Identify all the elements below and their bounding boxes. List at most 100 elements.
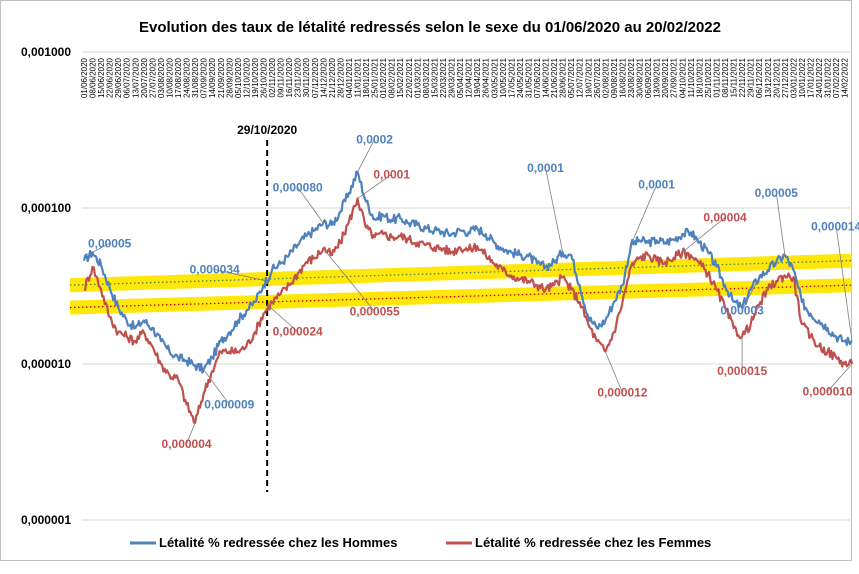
- x-tick-label: 11/10/2021: [687, 57, 696, 97]
- x-tick-label: 02/11/2020: [268, 57, 277, 97]
- x-tick-label: 26/07/2021: [593, 57, 602, 98]
- x-tick-label: 15/06/2020: [97, 57, 106, 98]
- x-tick-label: 12/07/2021: [576, 57, 585, 98]
- x-tick-label: 20/12/2021: [772, 57, 781, 98]
- annotation-leader: [323, 248, 375, 312]
- x-tick-label: 07/02/2022: [832, 57, 841, 98]
- chart-title: Evolution des taux de létalité redressés…: [139, 19, 721, 36]
- x-tick-label: 03/08/2020: [157, 57, 166, 98]
- x-tick-label: 06/09/2021: [644, 57, 653, 98]
- x-tick-label: 17/05/2021: [507, 57, 516, 98]
- x-tick-label: 13/07/2020: [131, 57, 140, 98]
- x-tick-label: 24/01/2022: [815, 57, 824, 98]
- x-tick-label: 18/10/2021: [695, 57, 704, 98]
- x-tick-label: 19/10/2020: [251, 57, 260, 98]
- x-tick-label: 05/07/2021: [567, 57, 576, 98]
- annotation-label: 0,00005: [88, 236, 132, 250]
- x-tick-label: 15/02/2021: [396, 57, 405, 98]
- series-line-hommes: [82, 170, 853, 374]
- annotation-leader: [682, 217, 726, 253]
- annotation-leader: [775, 192, 786, 256]
- x-tick-label: 31/05/2021: [524, 57, 533, 98]
- y-axis: 0,001000 0,000100 0,000010 0,000001: [21, 45, 71, 527]
- trend-bands: [69, 253, 853, 315]
- annotation-label: 0,000014: [811, 219, 859, 233]
- x-tick-label: 10/08/2020: [165, 57, 174, 98]
- annotation-leader: [630, 184, 658, 246]
- x-tick-label: 13/09/2021: [653, 57, 662, 98]
- annotation-leader: [214, 269, 268, 282]
- x-tick-label: 07/12/2020: [311, 57, 320, 98]
- trend-band: [69, 253, 853, 293]
- annotation-label: 0,000034: [190, 263, 240, 277]
- x-tick-label: 24/08/2020: [183, 57, 192, 98]
- series-lines: [82, 170, 854, 424]
- x-tick-label: 10/05/2021: [499, 57, 508, 98]
- x-tick-label: 13/12/2021: [764, 57, 773, 98]
- x-tick-label: 12/04/2021: [465, 57, 474, 98]
- annotation-label: 0,000004: [162, 437, 212, 451]
- annotation-leader: [545, 167, 564, 253]
- y-tick-label: 0,001000: [21, 45, 71, 59]
- x-tick-label: 30/11/2020: [302, 57, 311, 97]
- x-tick-label: 30/08/2021: [636, 57, 645, 98]
- x-tick-label: 01/06/2020: [80, 57, 89, 98]
- x-axis: 01/06/2020 08/06/2020 15/06/2020 22/06/2020…: [80, 57, 850, 98]
- y-tick-label: 0,000001: [21, 513, 71, 527]
- x-tick-label: 04/01/2021: [345, 57, 354, 98]
- annotations: 0,00005 0,000034 0,000080 0,0002 0,0001 0,000…: [88, 132, 859, 451]
- x-tick-label: 01/03/2021: [413, 57, 422, 98]
- annotation-label: 0,000055: [350, 304, 400, 318]
- x-tick-label: 21/09/2020: [217, 57, 226, 98]
- x-tick-label: 25/01/2021: [371, 57, 380, 98]
- x-tick-label: 14/09/2020: [208, 57, 217, 98]
- x-tick-label: 29/11/2021: [747, 57, 756, 97]
- x-tick-label: 31/08/2020: [191, 57, 200, 98]
- series-line-femmes: [83, 197, 854, 424]
- annotation-label: 0,000080: [273, 180, 323, 194]
- x-tick-label: 14/02/2022: [841, 57, 850, 98]
- annotation-leader: [92, 242, 110, 253]
- x-tick-label: 17/01/2022: [806, 57, 815, 98]
- x-tick-label: 27/09/2021: [670, 57, 679, 98]
- x-tick-label: 19/07/2021: [584, 57, 593, 98]
- annotation-label: 0,000010: [803, 384, 853, 398]
- x-tick-label: 14/06/2021: [542, 57, 551, 98]
- x-tick-label: 02/08/2021: [601, 57, 610, 98]
- legend-label-hommes: Létalité % redressée chez les Hommes: [159, 535, 397, 550]
- x-tick-label: 29/03/2021: [448, 57, 457, 98]
- annotation-leader: [203, 369, 230, 405]
- annotation-leader: [186, 422, 196, 445]
- x-tick-label: 10/01/2022: [798, 57, 807, 98]
- annotation-leader: [266, 304, 298, 332]
- x-tick-label: 23/08/2021: [627, 57, 636, 98]
- annotation-label: 0,00005: [755, 186, 799, 200]
- annotation-leader: [827, 363, 853, 392]
- x-tick-label: 28/09/2020: [225, 57, 234, 98]
- trend-band: [69, 278, 853, 315]
- x-tick-label: 16/11/2020: [285, 57, 294, 97]
- x-tick-label: 11/01/2021: [354, 57, 363, 97]
- x-tick-label: 19/04/2021: [473, 57, 482, 98]
- legend-label-femmes: Létalité % redressée chez les Femmes: [475, 535, 711, 550]
- annotation-leader: [357, 173, 392, 199]
- annotation-label: 0,000015: [717, 364, 767, 378]
- x-tick-label: 16/08/2021: [618, 57, 627, 98]
- x-tick-label: 03/05/2021: [490, 57, 499, 98]
- x-tick-label: 09/11/2020: [277, 57, 286, 97]
- x-tick-label: 04/10/2021: [678, 57, 687, 98]
- x-tick-label: 06/12/2021: [755, 57, 764, 98]
- x-tick-label: 21/12/2020: [328, 57, 337, 98]
- x-tick-label: 03/01/2022: [789, 57, 798, 98]
- x-tick-label: 22/02/2021: [405, 57, 414, 98]
- x-tick-label: 22/03/2021: [439, 57, 448, 98]
- annotation-leader: [741, 277, 760, 311]
- x-tick-label: 26/04/2021: [482, 57, 491, 98]
- annotation-leader: [835, 226, 853, 342]
- x-tick-label: 01/02/2021: [379, 57, 388, 98]
- date-marker: 29/10/2020: [237, 123, 298, 492]
- annotation-label: 0,0001: [373, 167, 410, 181]
- x-tick-label: 12/10/2020: [242, 57, 251, 98]
- x-tick-label: 22/06/2020: [106, 57, 115, 98]
- legend: Létalité % redressée chez les Hommes Lét…: [130, 535, 711, 550]
